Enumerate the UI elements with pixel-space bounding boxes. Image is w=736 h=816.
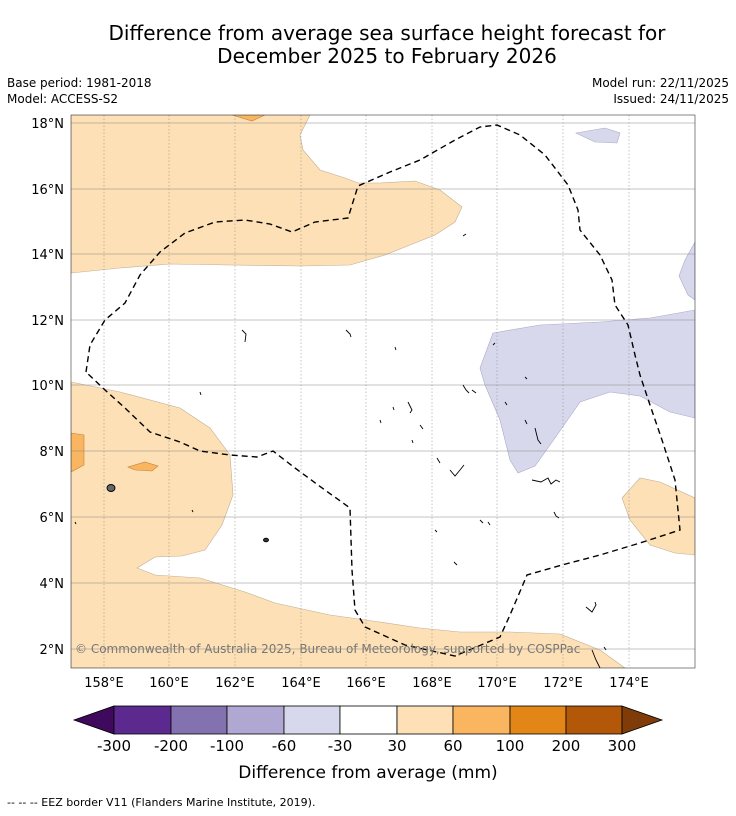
meta-left: Base period: 1981-2018 Model: ACCESS-S2	[7, 75, 152, 107]
colorbar-tick-label: -300	[97, 737, 131, 755]
island-outline	[434, 529, 438, 533]
anomaly-patch-west-coast	[71, 432, 85, 473]
island-outline	[462, 233, 467, 237]
colorbar-tick-label: 200	[552, 737, 581, 755]
island-outline	[407, 401, 413, 414]
colorbar-swatch	[226, 705, 285, 735]
anomaly-region-south-west	[71, 381, 626, 668]
lat-label: 4°N	[40, 577, 65, 592]
island-outline	[553, 511, 560, 519]
island-outline	[411, 439, 414, 444]
colorbar-tick-label: 60	[443, 737, 462, 755]
island-outline	[453, 561, 458, 566]
colorbar-tick-label: 300	[608, 737, 637, 755]
island-outline	[524, 419, 528, 425]
island-outline	[524, 376, 528, 380]
island-outline	[603, 646, 607, 651]
colorbar-swatch	[339, 705, 398, 735]
lat-label: 18°N	[31, 117, 64, 132]
lon-label: 170°E	[477, 676, 517, 691]
island-outline	[436, 457, 441, 464]
island-outline	[419, 424, 424, 430]
colorbar: -300 -200 -100 -60 -30 30 60 100 200 300…	[72, 705, 664, 783]
map-frame	[70, 114, 696, 669]
colorbar-tick-label: -200	[154, 737, 188, 755]
island-outline	[379, 419, 382, 424]
lon-label: 162°E	[215, 676, 255, 691]
lon-label: 158°E	[84, 676, 124, 691]
islands	[74, 233, 607, 668]
issued-date: Issued: 24/11/2025	[613, 92, 729, 106]
title-line-1: Difference from average sea surface heig…	[108, 21, 666, 45]
anomaly-region-far-east-negative	[678, 241, 695, 301]
eez-legend-note: -- -- -- EEZ border V11 (Flanders Marine…	[7, 796, 316, 809]
meta-right: Model run: 22/11/2025 Issued: 24/11/2025	[592, 75, 729, 107]
colorbar-tick-label: -60	[272, 737, 297, 755]
island-outline	[585, 601, 597, 613]
island-outline	[345, 329, 352, 338]
colorbar-swatch	[452, 705, 511, 735]
lat-label: 16°N	[31, 183, 64, 198]
anomaly-patch-north-east-negative	[575, 127, 621, 144]
longitude-labels: 158°E 160°E 162°E 164°E 166°E 168°E 170°…	[84, 676, 649, 691]
island-outline	[392, 406, 395, 411]
island-outline	[492, 342, 496, 346]
island-outline	[479, 519, 484, 524]
island-outline	[449, 464, 465, 477]
colorbar-extend-low	[72, 705, 115, 735]
lon-label: 160°E	[149, 676, 189, 691]
colorbar-swatch	[565, 705, 623, 735]
lat-label: 6°N	[40, 511, 65, 526]
island-outline	[462, 384, 470, 394]
anomaly-patch-north	[231, 115, 266, 122]
island-outline	[471, 389, 477, 394]
map-gridlines	[71, 115, 695, 668]
island-outline	[191, 509, 194, 513]
latitude-labels: 18°N 16°N 14°N 12°N 10°N 8°N 6°N 4°N 2°N	[31, 117, 64, 658]
lon-label: 174°E	[609, 676, 649, 691]
lon-label: 166°E	[346, 676, 386, 691]
colorbar-tick-label: -30	[328, 737, 353, 755]
base-period: Base period: 1981-2018	[7, 76, 152, 90]
island-outline	[487, 521, 491, 526]
colorbar-swatch	[396, 705, 454, 735]
island-outline	[394, 346, 397, 351]
colorbar-tick-label: -100	[210, 737, 244, 755]
island-outline	[504, 401, 508, 406]
chart-title: Difference from average sea surface heig…	[40, 22, 734, 68]
colorbar-swatch	[113, 705, 172, 735]
lat-label: 14°N	[31, 248, 64, 263]
colorbar-swatch	[170, 705, 228, 735]
lat-label: 12°N	[31, 314, 64, 329]
island-outline	[106, 484, 116, 492]
island-outline	[263, 537, 269, 543]
model-run: Model run: 22/11/2025	[591, 76, 729, 90]
lon-label: 168°E	[412, 676, 452, 691]
anomaly-region-east-negative	[479, 309, 695, 474]
title-line-2: December 2025 to February 2026	[217, 44, 557, 68]
map-credit: © Commonwealth of Australia 2025, Bureau…	[75, 642, 580, 656]
eez-border	[85, 124, 681, 657]
anomaly-patch-mid-west	[127, 461, 159, 472]
lat-label: 2°N	[40, 643, 65, 658]
island-outline	[531, 477, 561, 485]
island-outline	[591, 649, 601, 668]
colorbar-swatch	[283, 705, 341, 735]
lat-label: 10°N	[31, 379, 64, 394]
island-outline	[199, 391, 202, 396]
lon-label: 164°E	[281, 676, 321, 691]
lon-label: 172°E	[543, 676, 583, 691]
colorbar-extend-high	[621, 705, 664, 735]
island-outline	[241, 329, 247, 343]
island-outline	[74, 521, 77, 525]
model-name: Model: ACCESS-S2	[7, 92, 119, 106]
colorbar-tick-label: 100	[496, 737, 525, 755]
lat-label: 8°N	[40, 445, 65, 460]
colorbar-swatch	[509, 705, 567, 735]
island-outline	[534, 427, 542, 445]
colorbar-tick-label: 30	[387, 737, 406, 755]
map-panel: © Commonwealth of Australia 2025, Bureau…	[71, 115, 695, 668]
colorbar-title: Difference from average (mm)	[238, 763, 497, 783]
